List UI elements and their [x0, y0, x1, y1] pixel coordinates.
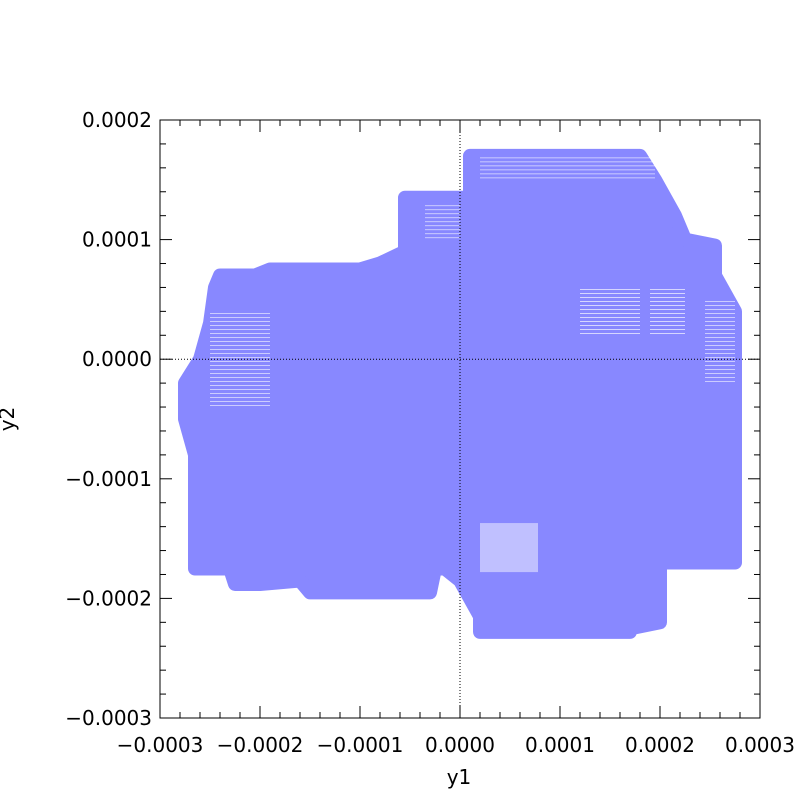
x-tick-label: 0.0002 [625, 733, 695, 757]
x-tick-label: −0.0002 [217, 733, 304, 757]
y-axis-title: y2 [0, 407, 19, 432]
highlight-box [480, 523, 538, 573]
hatch-patch-1 [425, 205, 460, 239]
y-tick-label: −0.0002 [65, 586, 152, 610]
y-tick-label: −0.0003 [65, 706, 152, 730]
y-tick-label: 0.0000 [82, 347, 152, 371]
zero-lines [160, 120, 760, 718]
y-tick-label: 0.0002 [82, 108, 152, 132]
y-tick-label: 0.0001 [82, 228, 152, 252]
hatch-patch-2 [480, 157, 655, 179]
x-axis-title: y1 [447, 765, 472, 789]
x-tick-label: 0.0003 [725, 733, 795, 757]
hatch-patch-0 [210, 312, 270, 406]
x-tick-label: 0.0001 [525, 733, 595, 757]
y-tick-label: −0.0001 [65, 467, 152, 491]
hatch-patch-3 [580, 289, 640, 334]
axis-ticks: −0.0003 −0.0002 −0.0001 0.0000 0.0001 0.0002 0… [65, 108, 795, 757]
x-tick-label: −0.0003 [117, 733, 204, 757]
x-tick-label: −0.0001 [317, 733, 404, 757]
hatch-patch-5 [705, 300, 735, 382]
hatch-patch-4 [650, 289, 685, 334]
x-tick-label: 0.0000 [425, 733, 495, 757]
